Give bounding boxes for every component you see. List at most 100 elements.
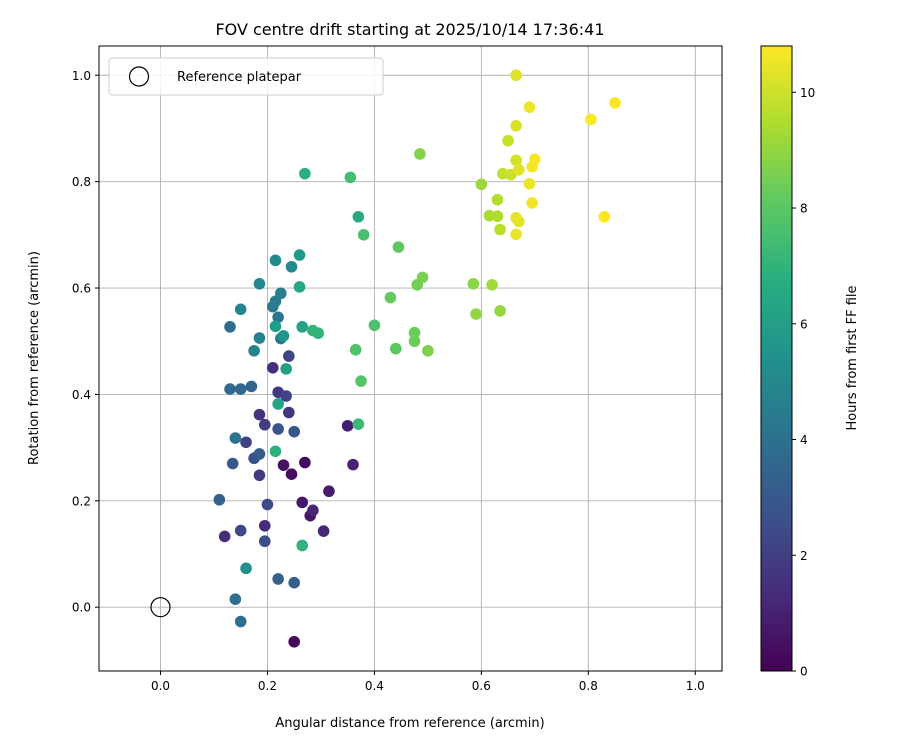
x-tick-label: 0.2 — [258, 679, 277, 693]
scatter-point — [389, 342, 402, 355]
scatter-point — [299, 167, 311, 180]
grid-lines — [99, 46, 722, 671]
scatter-point — [523, 177, 536, 190]
scatter-point — [408, 335, 421, 348]
y-tick-label: 0.2 — [72, 494, 91, 508]
scatter-point — [475, 178, 488, 191]
scatter-point — [253, 332, 266, 344]
scatter-point — [312, 327, 325, 340]
scatter-point — [491, 210, 504, 223]
scatter-point — [285, 260, 298, 273]
colorbar-tick-label: 8 — [800, 202, 808, 216]
scatter-point — [283, 350, 295, 362]
scatter-point — [296, 321, 309, 333]
scatter-point — [408, 326, 421, 339]
scatter-point — [224, 383, 236, 395]
colorbar-tick-label: 6 — [800, 317, 808, 331]
y-tick-label: 1.0 — [72, 69, 91, 83]
colorbar-tick-label: 0 — [800, 665, 808, 679]
scatter-point — [288, 576, 300, 589]
scatter-point — [234, 383, 247, 395]
scatter-point — [234, 524, 247, 537]
scatter-point — [288, 635, 300, 648]
colorbar-label: Hours from first FF file — [845, 285, 860, 430]
scatter-point — [299, 456, 311, 469]
scatter-point — [213, 493, 226, 506]
x-tick-label: 0.4 — [365, 679, 384, 693]
scatter-point — [218, 530, 231, 543]
scatter-point — [523, 101, 536, 113]
scatter-point — [258, 418, 271, 431]
data-points — [213, 69, 621, 648]
x-tick-label: 0.0 — [151, 679, 170, 693]
colorbar-tick-label: 10 — [800, 86, 815, 100]
scatter-point — [234, 615, 247, 628]
scatter-point — [245, 380, 258, 393]
scatter-point — [585, 113, 597, 126]
scatter-point — [307, 504, 319, 517]
scatter-point — [609, 97, 621, 109]
scatter-point — [253, 448, 266, 460]
scatter-point — [467, 277, 480, 290]
scatter-point — [510, 119, 522, 132]
scatter-point — [229, 593, 242, 605]
scatter-point — [317, 525, 330, 537]
scatter-point — [280, 363, 292, 375]
scatter-point — [293, 249, 306, 261]
reference-marker-layer — [150, 597, 171, 618]
scatter-point — [357, 229, 370, 241]
y-axis-label: Rotation from reference (arcmin) — [27, 251, 42, 465]
scatter-point — [323, 485, 335, 498]
scatter-point — [283, 406, 295, 419]
y-axis-ticks: 0.0 0.2 0.4 0.6 0.8 1.0 — [72, 69, 99, 615]
scatter-point — [344, 171, 357, 184]
x-tick-label: 0.8 — [579, 679, 598, 693]
scatter-point — [422, 344, 434, 357]
scatter-point — [229, 432, 242, 444]
scatter-point — [296, 539, 309, 552]
scatter-point — [285, 468, 298, 480]
scatter-point — [277, 459, 290, 471]
scatter-point — [510, 228, 522, 241]
scatter-point — [416, 271, 429, 284]
colorbar: 0 2 4 6 8 10 Hours from first FF file — [760, 45, 860, 679]
scatter-point — [269, 445, 282, 458]
scatter-point — [414, 148, 426, 160]
scatter-point — [526, 197, 538, 209]
scatter-point — [269, 254, 282, 267]
scatter-point — [280, 390, 292, 402]
legend-reference-marker — [128, 66, 150, 87]
scatter-point — [272, 398, 284, 410]
scatter-point — [296, 496, 309, 509]
scatter-point — [502, 134, 514, 147]
scatter-point — [261, 498, 274, 511]
scatter-point — [258, 535, 271, 548]
scatter-point — [253, 408, 266, 421]
legend-label: Reference platepar — [177, 70, 302, 85]
scatter-point — [355, 375, 367, 387]
scatter-point — [486, 279, 498, 291]
scatter-point — [368, 319, 381, 332]
y-tick-label: 0.0 — [72, 601, 91, 615]
scatter-point — [277, 330, 290, 342]
legend: Reference platepar — [108, 57, 384, 96]
y-tick-label: 0.6 — [72, 282, 91, 296]
scatter-point — [598, 210, 611, 223]
scatter-point — [384, 291, 397, 304]
scatter-point — [240, 436, 252, 449]
colorbar-tick-label: 2 — [800, 549, 808, 563]
scatter-point — [510, 154, 522, 167]
scatter-point — [494, 305, 506, 317]
scatter-point — [510, 212, 522, 224]
scatter-point — [226, 457, 239, 470]
scatter-point — [529, 153, 541, 166]
y-tick-label: 0.4 — [72, 388, 91, 402]
scatter-point — [240, 562, 252, 575]
scatter-point — [272, 311, 284, 324]
x-tick-label: 0.6 — [472, 679, 491, 693]
scatter-point — [272, 573, 284, 585]
colorbar-tick-label: 4 — [800, 433, 808, 447]
reference-platepar-marker — [150, 597, 171, 618]
scatter-point — [347, 458, 359, 471]
